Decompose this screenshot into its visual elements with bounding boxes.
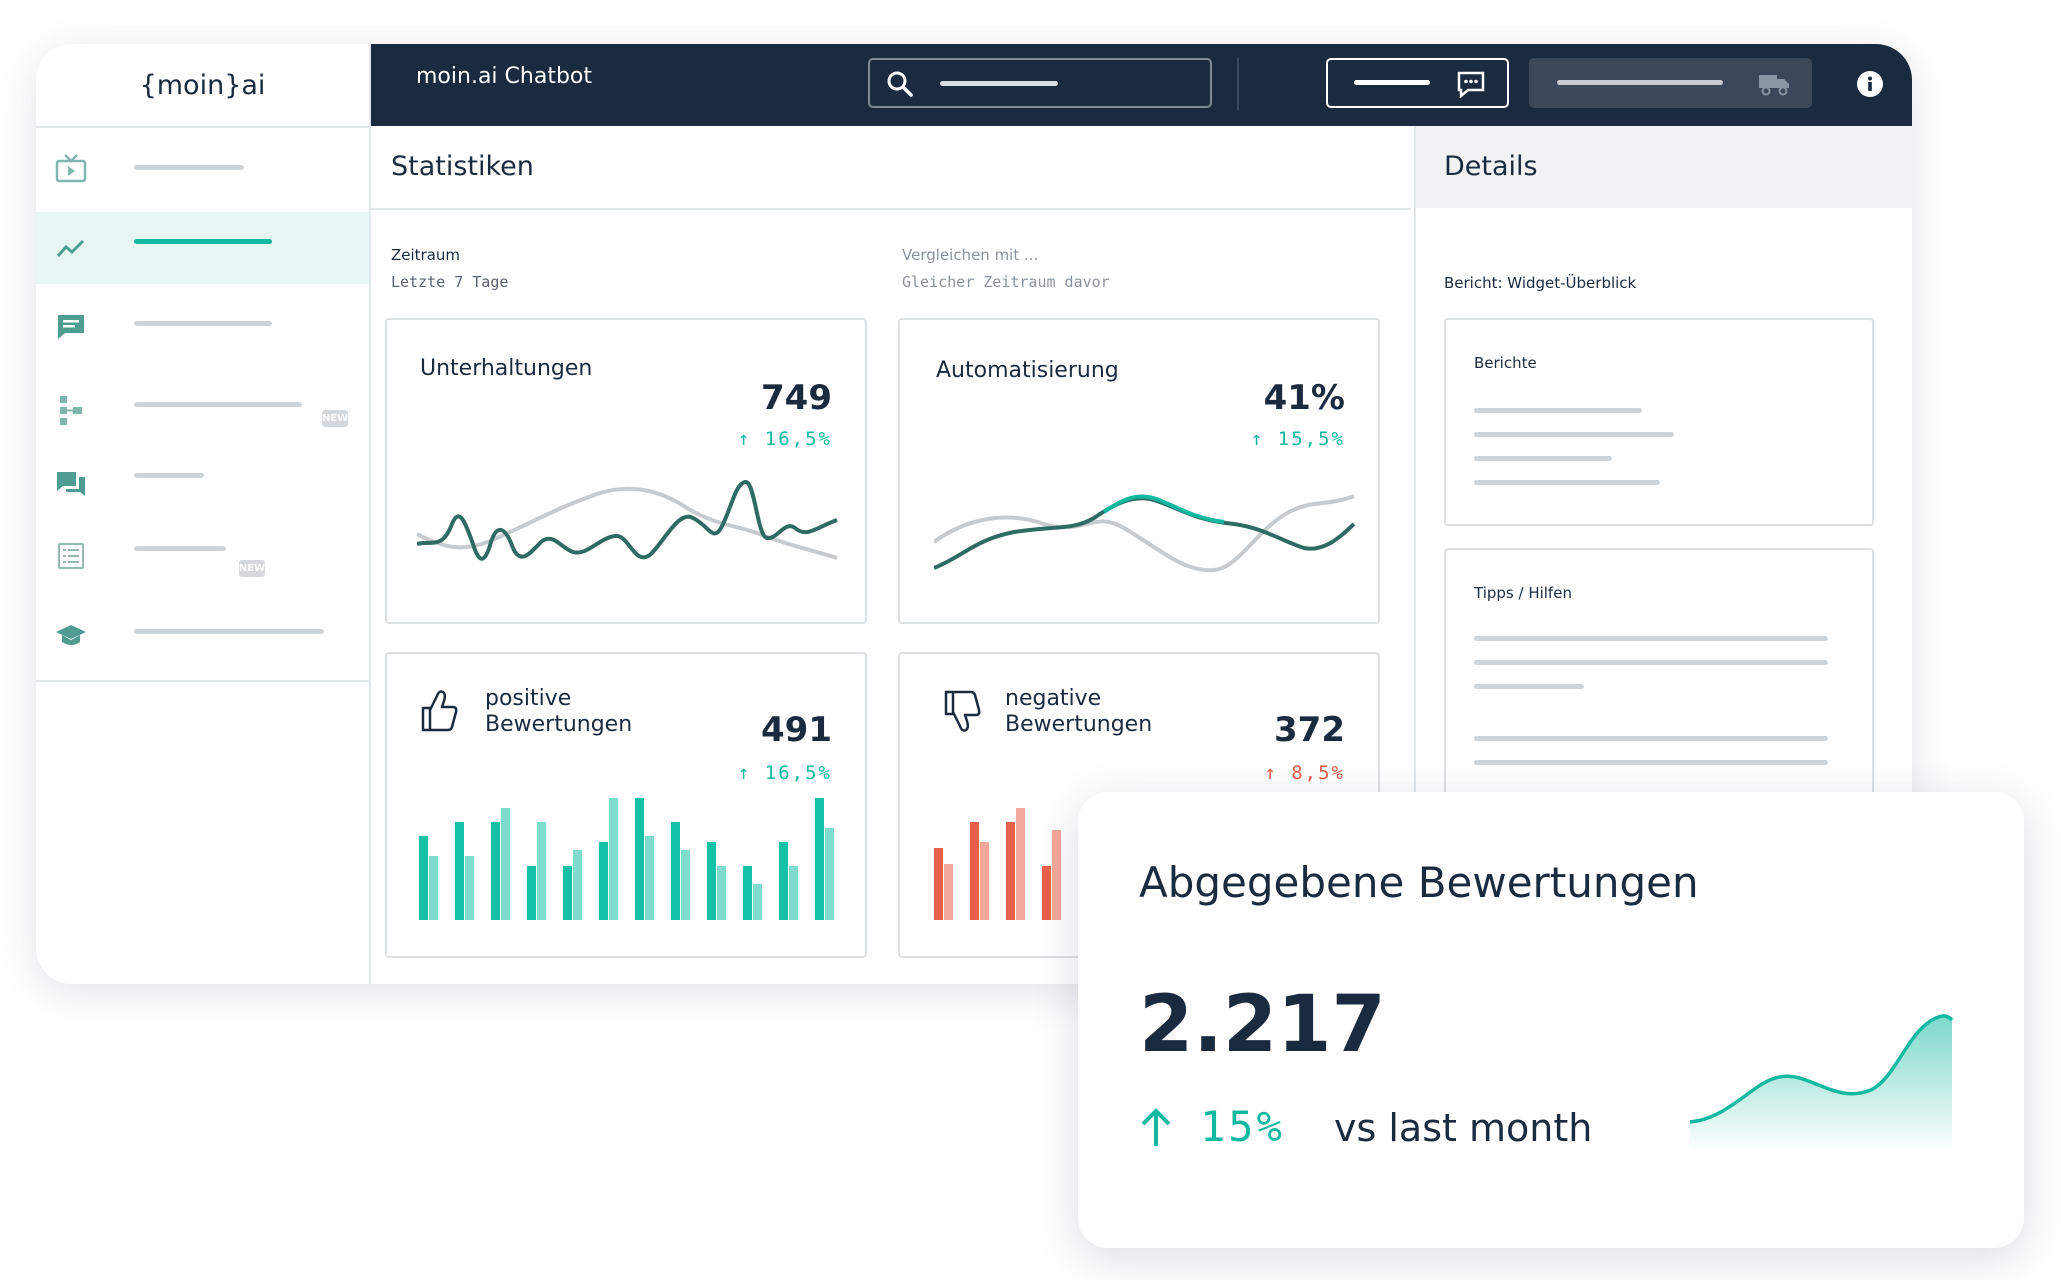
details-header: Details xyxy=(1416,126,1912,208)
deploy-button[interactable] xyxy=(1529,58,1812,108)
positive-ratings-card[interactable]: positive Bewertungen 491 ↑ 16,5% xyxy=(385,652,867,958)
card-value: 491 xyxy=(761,710,832,750)
card-value: 749 xyxy=(761,378,832,418)
sidebar-item-conversations[interactable] xyxy=(36,448,369,520)
card-change: ↑ 15,5% xyxy=(1250,428,1345,450)
sidebar: {moin}ai xyxy=(36,44,371,984)
card-title: Automatisierung xyxy=(936,358,1119,383)
automation-card[interactable]: Automatisierung 41% ↑ 15,5% xyxy=(898,318,1380,624)
graduation-cap-icon xyxy=(56,625,86,645)
sidebar-item-flows[interactable]: NEW xyxy=(36,374,369,446)
compare-select[interactable]: Gleicher Zeitraum davor xyxy=(902,273,1110,291)
card-value: 41% xyxy=(1263,378,1345,418)
flow-icon xyxy=(60,396,82,425)
logo: {moin}ai xyxy=(36,44,369,128)
tips-title: Tipps / Hilfen xyxy=(1474,584,1572,602)
sidebar-item-academy[interactable] xyxy=(36,600,369,672)
info-icon[interactable] xyxy=(1857,71,1883,97)
card-change: ↑ 16,5% xyxy=(737,762,832,784)
card-title: positive Bewertungen xyxy=(485,686,633,737)
trend-icon xyxy=(56,239,85,257)
card-change: ↑ 16,5% xyxy=(737,428,832,450)
search-icon xyxy=(887,71,913,97)
new-badge: NEW xyxy=(322,410,348,427)
thumbs-up-icon xyxy=(421,690,458,732)
statistics-header: Statistiken xyxy=(371,126,1411,210)
period-select[interactable]: Letzte 7 Tage xyxy=(391,273,509,291)
overlay-area-chart xyxy=(1689,1014,1954,1152)
reports-card[interactable]: Berichte xyxy=(1444,318,1874,526)
compare-label: Vergleichen mit ... xyxy=(902,246,1039,264)
automation-sparkline xyxy=(934,494,1356,573)
conversations-sparkline xyxy=(417,480,838,561)
sidebar-item-reports[interactable]: NEW xyxy=(36,520,369,592)
chat-preview-button[interactable] xyxy=(1326,58,1509,108)
thumbs-down-icon xyxy=(944,690,981,732)
chat-bubble-icon xyxy=(1457,71,1485,98)
card-change: ↑ 8,5% xyxy=(1264,762,1345,784)
search-input[interactable] xyxy=(868,58,1212,108)
reports-title: Berichte xyxy=(1474,354,1537,372)
arrow-up-icon xyxy=(1141,1108,1171,1146)
tv-icon xyxy=(55,154,87,183)
card-value: 372 xyxy=(1274,710,1345,750)
card-title: Unterhaltungen xyxy=(420,356,593,381)
card-title: negative Bewertungen xyxy=(1005,686,1153,737)
top-bar: moin.ai Chatbot xyxy=(371,44,1912,126)
new-badge: NEW xyxy=(239,560,265,577)
negative-ratings-bars xyxy=(934,808,1061,920)
sidebar-item-live[interactable] xyxy=(36,133,369,205)
sidebar-item-statistics[interactable] xyxy=(36,212,369,284)
conversation-icon xyxy=(57,472,85,496)
overlay-change: 15% xyxy=(1200,1102,1285,1151)
chat-icon xyxy=(58,315,84,339)
positive-ratings-bars xyxy=(419,798,834,920)
report-label: Bericht: Widget-Überblick xyxy=(1444,274,1637,292)
statistics-title: Statistiken xyxy=(391,151,534,182)
conversations-card[interactable]: Unterhaltungen 749 ↑ 16,5% xyxy=(385,318,867,624)
submitted-ratings-card[interactable]: Abgegebene Bewertungen 2.217 15% vs last… xyxy=(1078,792,2024,1248)
overlay-value: 2.217 xyxy=(1139,980,1386,1070)
sidebar-item-chat[interactable] xyxy=(36,290,369,362)
details-title: Details xyxy=(1444,151,1538,182)
truck-icon xyxy=(1759,75,1789,96)
overlay-comparison: vs last month xyxy=(1334,1106,1593,1150)
overlay-title: Abgegebene Bewertungen xyxy=(1139,858,1699,907)
period-label: Zeitraum xyxy=(391,246,461,264)
list-icon xyxy=(58,543,84,569)
app-title: moin.ai Chatbot xyxy=(416,64,592,89)
